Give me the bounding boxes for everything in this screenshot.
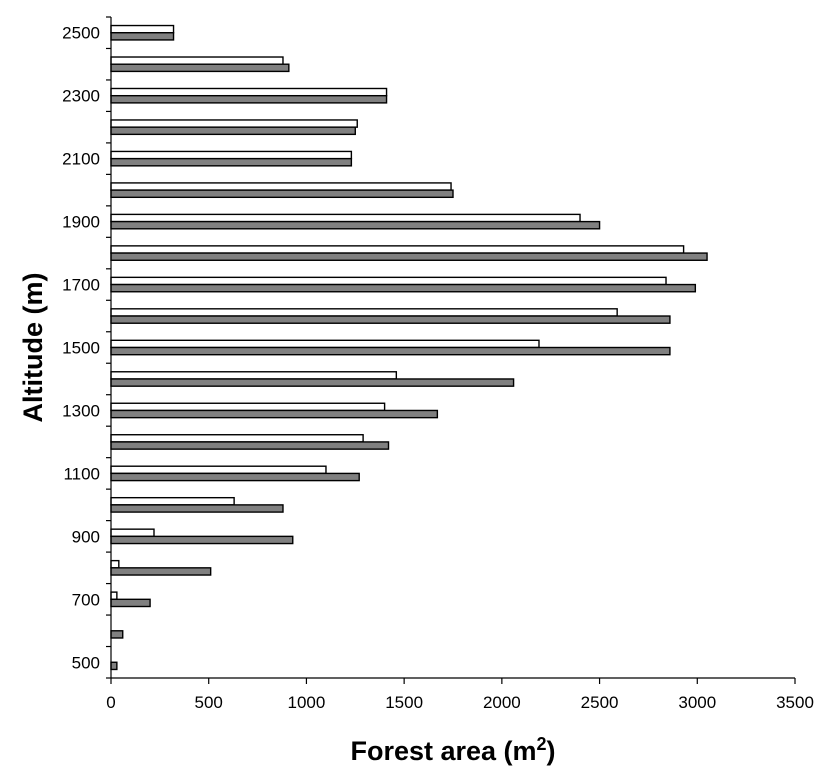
bar-gray (110, 441, 390, 450)
x-tick-label: 0 (106, 693, 115, 712)
bar-gray (110, 535, 294, 545)
bar-gray (110, 252, 708, 261)
bar-white (110, 496, 235, 506)
bar-white (110, 339, 540, 349)
bar-gray (110, 220, 601, 230)
y-tick-label: 500 (72, 653, 100, 672)
bar-gray (110, 409, 439, 419)
bar-gray (110, 157, 353, 167)
bar-gray (110, 283, 697, 293)
bar-white (110, 434, 364, 443)
x-axis-title-close: ) (547, 736, 556, 766)
axes-group (110, 17, 795, 679)
bars-group (110, 24, 708, 671)
x-tick-label: 500 (195, 693, 223, 712)
bar-white (110, 528, 155, 538)
bar-gray (110, 126, 356, 136)
bar-gray (110, 598, 151, 608)
x-tick-label: 1000 (288, 693, 326, 712)
bar-gray (110, 32, 175, 41)
x-axis-title-superscript: 2 (537, 734, 547, 754)
x-tick-label: 3000 (678, 693, 716, 712)
bar-white (110, 24, 175, 34)
bar-white (110, 245, 685, 254)
y-tick-label: 2500 (62, 24, 100, 43)
bar-gray (110, 630, 124, 639)
bar-white (110, 465, 327, 475)
y-tick-label: 700 (72, 590, 100, 609)
bar-gray (110, 661, 118, 671)
bar-gray (110, 94, 388, 104)
bar-gray (110, 63, 290, 73)
bar-white (110, 308, 618, 317)
y-tick-label: 900 (72, 527, 100, 546)
y-axis-title: Altitude (m) (18, 273, 48, 423)
bar-white (110, 276, 667, 286)
y-tick-label: 1700 (62, 276, 100, 295)
x-axis-title-main: Forest area (m (350, 736, 536, 766)
bar-gray (110, 472, 360, 482)
bar-white (110, 559, 120, 569)
bar-white (110, 182, 452, 191)
bar-gray (110, 346, 671, 356)
bar-gray (110, 189, 454, 199)
bar-white (110, 213, 581, 223)
x-axis-title: Forest area (m2) (350, 734, 555, 766)
y-tick-label: 2300 (62, 87, 100, 106)
bar-white (110, 371, 398, 380)
y-tick-label: 1300 (62, 401, 100, 420)
bar-white (110, 591, 118, 601)
bar-gray (110, 315, 671, 324)
y-tick-label: 1500 (62, 339, 100, 358)
y-tick-label: 2100 (62, 150, 100, 169)
bar-white (110, 402, 386, 412)
bar-gray (110, 378, 515, 387)
bar-white (110, 56, 284, 65)
bar-gray (110, 504, 284, 513)
x-tick-label: 3500 (776, 693, 814, 712)
x-ticks-group: 0 500 1000 1500 2000 2500 3000 3500 (106, 678, 814, 712)
x-tick-label: 2000 (483, 693, 521, 712)
y-tick-label: 1100 (63, 464, 100, 483)
x-tick-label: 2500 (581, 693, 619, 712)
bar-white (110, 87, 388, 97)
y-tick-label: 1900 (62, 213, 100, 232)
y-ticks-group: 500 700 900 1100 1300 1500 1700 1900 2100 2300 250… (62, 16, 111, 679)
bar-white (110, 119, 358, 128)
bar-white (110, 150, 353, 160)
bar-gray (110, 567, 212, 576)
x-tick-label: 1500 (385, 693, 423, 712)
